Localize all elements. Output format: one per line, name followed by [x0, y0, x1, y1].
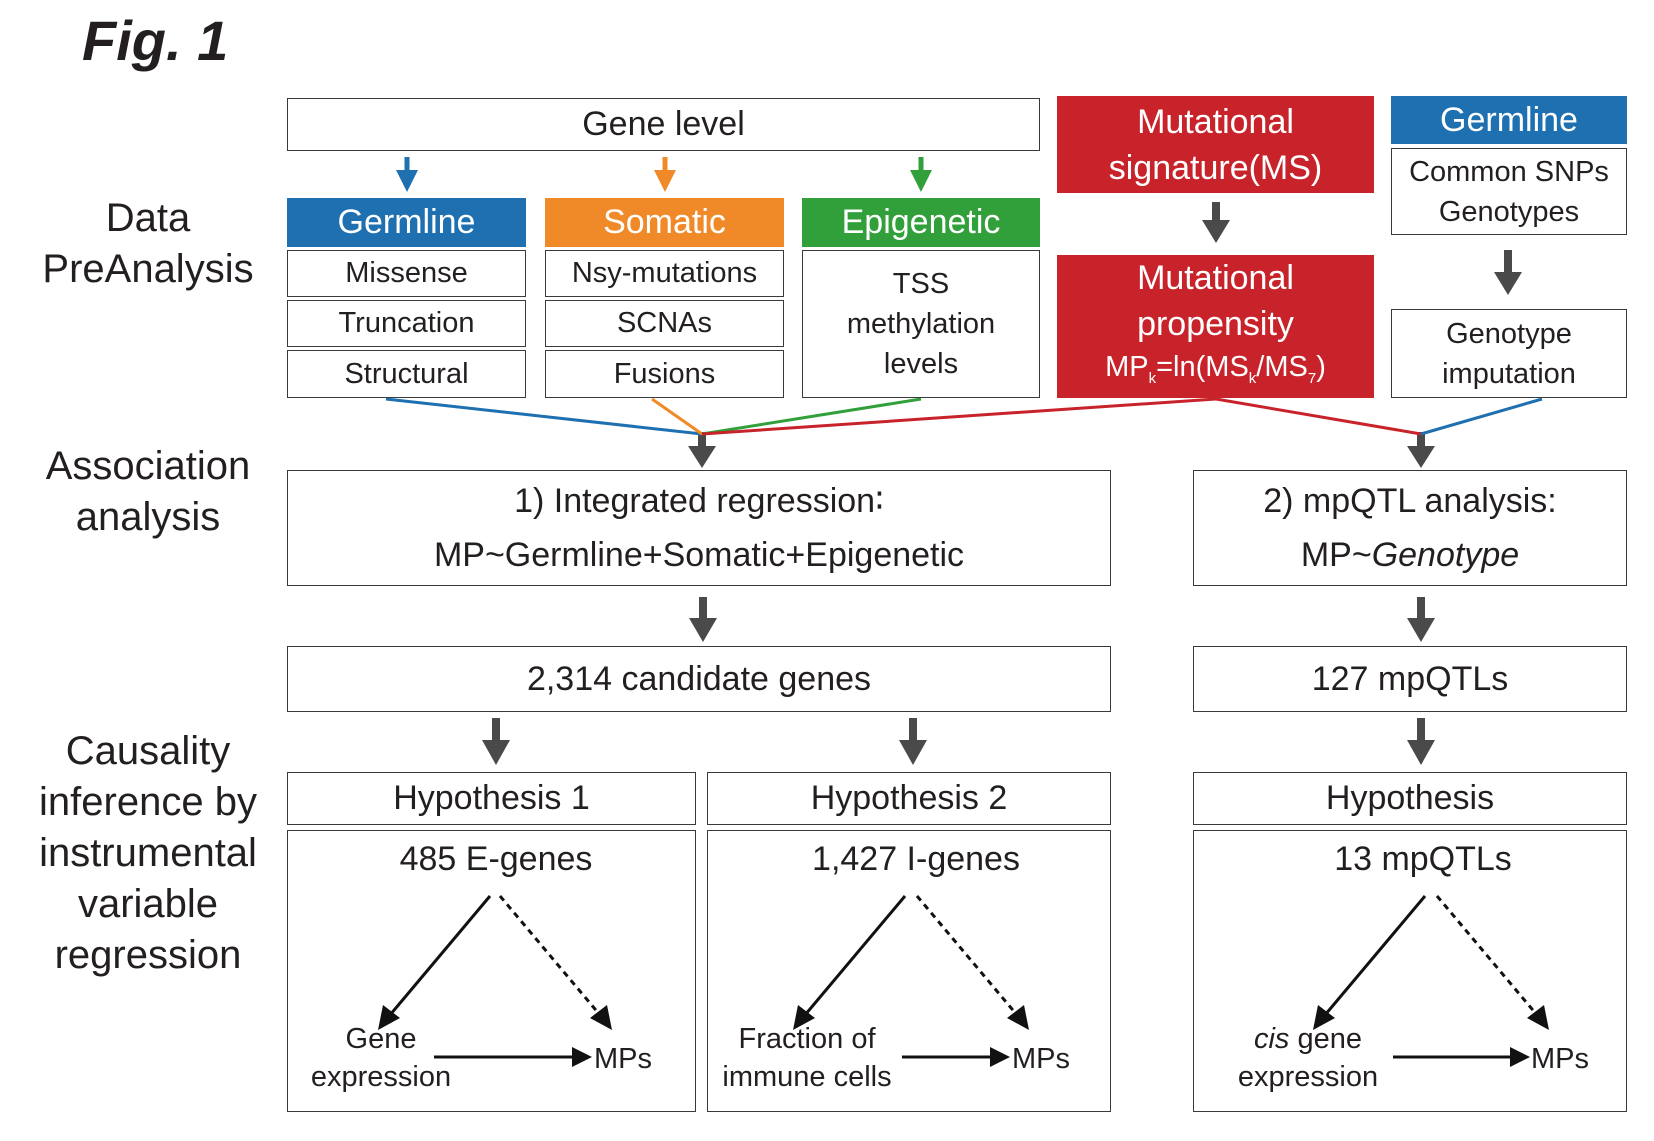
hypothesis-3-body [1193, 830, 1627, 1112]
gene-level-arrow-germline [396, 157, 418, 192]
row-label-line: variable [77, 882, 219, 926]
hypothesis-3-count: 13 mpQTLs [1334, 840, 1512, 878]
mp-line: Mutational [1137, 258, 1294, 297]
arrow-snps-to-imputation [1494, 250, 1522, 295]
cis-rest: gene [1289, 1023, 1363, 1055]
label-line: Gene [345, 1023, 417, 1055]
mp-formula-sub: k [1248, 369, 1257, 387]
germline-item-structural: Structural [287, 350, 526, 398]
germline-item-missense: Missense [287, 250, 526, 297]
row-label-line: Causality [65, 729, 231, 773]
arrow-ms-to-mp [1202, 202, 1230, 243]
genotype-imputation-box: Genotype imputation [1391, 309, 1627, 398]
mpqtls-127-box: 127 mpQTLs [1193, 646, 1627, 712]
somatic-item-scnas: SCNAs [545, 300, 784, 347]
row-label-line: Data [105, 196, 191, 240]
mps-label-1: MPs [594, 1043, 652, 1075]
row-label-line: inference by [39, 780, 257, 824]
integrated-regression-formula: MP~Germline+Somatic+Epigenetic [433, 536, 965, 574]
gene-expression-label: Gene expression [293, 1020, 469, 1096]
hypothesis-2-title: Hypothesis 2 [707, 772, 1111, 825]
mpqtl-analysis-formula: MP~Genotype [1301, 528, 1519, 582]
mps-label-3: MPs [1531, 1043, 1589, 1075]
arrow-to-hypothesis-1 [482, 718, 510, 765]
row-label-line: PreAnalysis [42, 247, 254, 291]
gene-level-arrow-somatic [654, 157, 676, 192]
mpqtl-analysis-title: 2) mpQTL analysis: [1263, 482, 1557, 520]
row-label-data-preanalysis: Data PreAnalysis [30, 193, 266, 295]
arrow-to-candidate-genes [689, 597, 717, 642]
epigenetic-line: methylation [846, 308, 996, 340]
imputation-line: imputation [1442, 357, 1576, 390]
mp-formula-part: /MS [1256, 350, 1308, 383]
row-label-causality-inference: Causality inference by instrumental vari… [20, 726, 276, 981]
integrated-regression-title: 1) Integrated regression∶ [514, 482, 884, 520]
mps-label-2: MPs [1012, 1043, 1070, 1075]
merge-lines [385, 397, 1543, 436]
imputation-line: Genotype [1446, 317, 1572, 350]
common-snps-box: Common SNPs Genotypes [1391, 148, 1627, 235]
row-label-line: regression [54, 933, 242, 977]
snps-line: Genotypes [1438, 195, 1580, 228]
epigenetic-line: TSS [892, 268, 950, 300]
snps-line: Common SNPs [1409, 155, 1609, 188]
ms-line: Mutational [1137, 102, 1294, 141]
row-label-line: analysis [75, 495, 221, 539]
germline-header: Germline [287, 198, 526, 247]
hypothesis-1-count: 485 E-genes [399, 840, 593, 878]
somatic-item-nsy-mutations: Nsy-mutations [545, 250, 784, 297]
ms-line: signature(MS) [1108, 148, 1323, 187]
mp-formula-part: MP [1105, 350, 1149, 383]
mutational-signature-box: Mutational signature(MS) [1057, 96, 1374, 193]
hypothesis-3-diagram [1313, 895, 1549, 1067]
row-label-line: Association [45, 444, 251, 488]
arrow-to-hypothesis-2 [899, 718, 927, 765]
arrow-to-hypothesis-3 [1407, 718, 1435, 765]
label-line: cis gene [1225, 1020, 1391, 1058]
label-line: expression [1237, 1061, 1379, 1093]
epigenetic-tss-methylation-box: TSS methylation levels [802, 250, 1040, 398]
somatic-item-fusions: Fusions [545, 350, 784, 398]
somatic-header: Somatic [545, 198, 784, 247]
arrow-to-mpqtl-analysis [1407, 432, 1435, 468]
epigenetic-line: levels [883, 348, 959, 380]
gene-level-arrow-epigenetic [910, 157, 932, 192]
label-line: expression [310, 1061, 452, 1093]
figure-title: Fig. 1 [82, 9, 229, 72]
cis-gene-expression-label: cis gene expression [1225, 1020, 1391, 1096]
integrated-regression-box: 1) Integrated regression∶ MP~Germline+So… [287, 470, 1111, 586]
germline-right-header: Germline [1391, 96, 1627, 144]
hypothesis-1-body [287, 830, 696, 1112]
mp-line: propensity [1137, 304, 1294, 343]
gene-level-box: Gene level [287, 98, 1040, 151]
mpqtl-formula-italic: Genotype [1371, 536, 1520, 574]
mp-formula: MPk=ln(MSk/MS7) [1105, 347, 1326, 399]
cis-italic: cis [1253, 1023, 1290, 1055]
fraction-immune-cells-label: Fraction of immune cells [713, 1020, 901, 1096]
label-line: Fraction of [738, 1023, 876, 1055]
hypothesis-3-title: Hypothesis [1193, 772, 1627, 825]
hypothesis-2-body [707, 830, 1111, 1112]
hypothesis-2-diagram [793, 895, 1029, 1067]
hypothesis-2-count: 1,427 I-genes [812, 840, 1020, 878]
hypothesis-1-diagram [378, 895, 612, 1067]
row-label-line: instrumental [39, 831, 257, 875]
mp-formula-part: ) [1316, 350, 1326, 383]
label-line: immune cells [722, 1061, 892, 1093]
mpqtl-formula-prefix: MP~ [1300, 536, 1372, 574]
mpqtl-analysis-box: 2) mpQTL analysis: MP~Genotype [1193, 470, 1627, 586]
row-label-association-analysis: Association analysis [30, 441, 266, 543]
arrow-to-integrated-regression [688, 432, 716, 468]
mutational-propensity-box: Mutational propensity MPk=ln(MSk/MS7) [1057, 255, 1374, 398]
mp-formula-sub: k [1148, 369, 1157, 387]
mp-formula-sub: 7 [1307, 369, 1317, 387]
arrow-to-127-mpqtls [1407, 597, 1435, 642]
mp-formula-part: =ln(MS [1156, 350, 1249, 383]
epigenetic-header: Epigenetic [802, 198, 1040, 247]
candidate-genes-box: 2,314 candidate genes [287, 646, 1111, 712]
germline-item-truncation: Truncation [287, 300, 526, 347]
hypothesis-1-title: Hypothesis 1 [287, 772, 696, 825]
